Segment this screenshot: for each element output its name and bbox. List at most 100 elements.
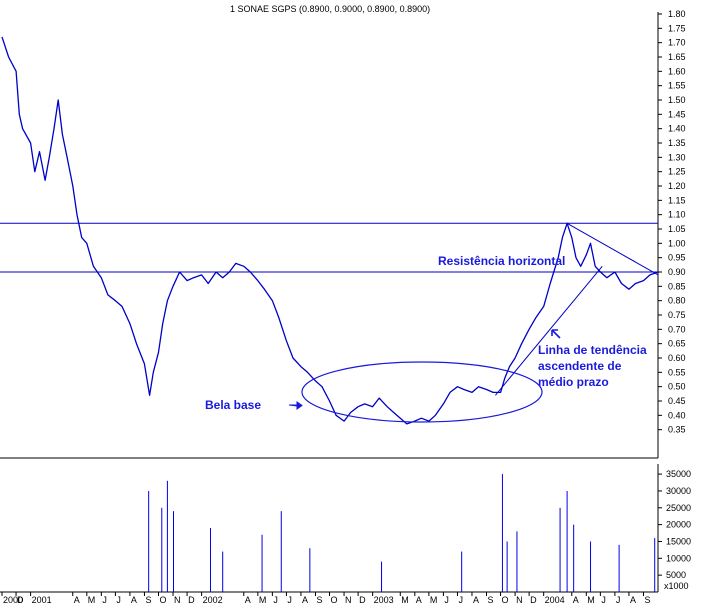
time-tick-label: 2002 xyxy=(203,595,223,604)
price-tick-label: 0.50 xyxy=(668,382,686,392)
price-tick-label: 1.25 xyxy=(668,167,686,177)
volume-axis-unit: x1000 xyxy=(664,581,689,591)
price-tick-label: 0.90 xyxy=(668,267,686,277)
price-tick-label: 1.45 xyxy=(668,109,686,119)
price-tick-label: 1.75 xyxy=(668,23,686,33)
trend-line xyxy=(566,222,659,276)
price-tick-label: 1.00 xyxy=(668,238,686,248)
price-tick-label: 1.55 xyxy=(668,81,686,91)
volume-tick-label: 5000 xyxy=(666,570,686,580)
base-arrow xyxy=(288,401,303,410)
price-tick-label: 1.65 xyxy=(668,52,686,62)
price-tick-label: 0.80 xyxy=(668,296,686,306)
time-tick-label: 2003 xyxy=(374,595,394,604)
time-tick-label: M xyxy=(430,595,438,604)
time-tick-label: M xyxy=(88,595,96,604)
time-tick-label: J xyxy=(287,595,292,604)
time-tick-label: M xyxy=(401,595,409,604)
time-tick-label: J xyxy=(116,595,121,604)
volume-axis-ticks: 35000 30000 25000 20000 15000 10000 5000 xyxy=(658,469,691,580)
price-tick-label: 0.65 xyxy=(668,339,686,349)
time-tick-label: A xyxy=(131,595,137,604)
time-tick-label: D xyxy=(530,595,537,604)
time-tick-label: J xyxy=(616,595,621,604)
volume-tick-label: 35000 xyxy=(666,469,691,479)
volume-bars xyxy=(148,474,656,592)
time-tick-label: N xyxy=(516,595,523,604)
price-tick-label: 1.15 xyxy=(668,195,686,205)
price-tick-label: 1.80 xyxy=(668,9,686,19)
time-tick-label: O xyxy=(331,595,338,604)
price-tick-label: 0.85 xyxy=(668,281,686,291)
time-tick-label: J xyxy=(102,595,107,604)
annotation-trendline-3: médio prazo xyxy=(538,375,609,389)
time-tick-label: A xyxy=(302,595,308,604)
volume-tick-label: 30000 xyxy=(666,486,691,496)
time-tick-label: J xyxy=(444,595,449,604)
time-tick-label: 2001 xyxy=(32,595,52,604)
price-axis-ticks: 1.80 1.75 1.70 1.65 1.60 1.55 1.50 1.45 1.40 1.35… xyxy=(658,9,686,435)
price-tick-label: 0.75 xyxy=(668,310,686,320)
time-tick-label: S xyxy=(644,595,650,604)
trend-lines xyxy=(495,222,659,396)
volume-tick-label: 20000 xyxy=(666,520,691,530)
annotations: Resistência horizontal Linha de tendênci… xyxy=(205,254,647,423)
price-tick-label: 0.55 xyxy=(668,367,686,377)
price-tick-label: 1.50 xyxy=(668,95,686,105)
time-tick-label: D xyxy=(188,595,195,604)
time-tick-label: S xyxy=(488,595,494,604)
price-tick-label: 1.20 xyxy=(668,181,686,191)
time-tick-label: A xyxy=(473,595,479,604)
time-tick-label: M xyxy=(587,595,595,604)
time-tick-label: A xyxy=(573,595,579,604)
horizontal-lines xyxy=(0,222,658,273)
price-tick-label: 1.30 xyxy=(668,152,686,162)
time-tick-label: A xyxy=(74,595,80,604)
volume-tick-label: 25000 xyxy=(666,503,691,513)
time-tick-label: D xyxy=(17,595,24,604)
time-tick-label: J xyxy=(601,595,606,604)
price-tick-label: 0.70 xyxy=(668,324,686,334)
time-tick-label: J xyxy=(273,595,278,604)
price-tick-label: 1.05 xyxy=(668,224,686,234)
time-tick-label: 2000 xyxy=(3,595,23,604)
time-tick-label: O xyxy=(502,595,509,604)
time-tick-label: S xyxy=(145,595,151,604)
price-panel xyxy=(0,12,659,459)
price-line xyxy=(1,36,659,425)
time-tick-label: A xyxy=(245,595,251,604)
annotation-trendline-2: ascendente de xyxy=(538,359,622,373)
price-tick-label: 0.35 xyxy=(668,425,686,435)
trend-line xyxy=(495,265,603,396)
price-tick-label: 0.40 xyxy=(668,410,686,420)
time-tick-label: D xyxy=(359,595,366,604)
time-tick-label: A xyxy=(630,595,636,604)
price-tick-label: 1.70 xyxy=(668,38,686,48)
annotation-base: Bela base xyxy=(205,398,261,412)
volume-tick-label: 10000 xyxy=(666,553,691,563)
price-series xyxy=(1,36,659,425)
volume-tick-label: 15000 xyxy=(666,536,691,546)
time-tick-label: M xyxy=(259,595,267,604)
price-tick-label: 0.95 xyxy=(668,253,686,263)
time-tick-label: O xyxy=(160,595,167,604)
time-tick-label: N xyxy=(345,595,352,604)
annotation-resistance: Resistência horizontal xyxy=(438,254,565,268)
chart-title: 1 SONAE SGPS (0.8900, 0.9000, 0.8900, 0.… xyxy=(230,4,430,14)
price-tick-label: 1.10 xyxy=(668,210,686,220)
time-tick-label: J xyxy=(458,595,463,604)
time-tick-label: 2004 xyxy=(545,595,565,604)
trendline-arrow xyxy=(551,329,561,339)
price-tick-label: 1.40 xyxy=(668,124,686,134)
annotation-trendline-1: Linha de tendência xyxy=(538,343,647,357)
volume-panel xyxy=(0,464,659,593)
time-tick-label: S xyxy=(316,595,322,604)
base-ellipse xyxy=(301,361,543,423)
time-tick-label: N xyxy=(174,595,181,604)
price-tick-label: 1.60 xyxy=(668,66,686,76)
time-tick-label: A xyxy=(416,595,422,604)
price-tick-label: 0.45 xyxy=(668,396,686,406)
